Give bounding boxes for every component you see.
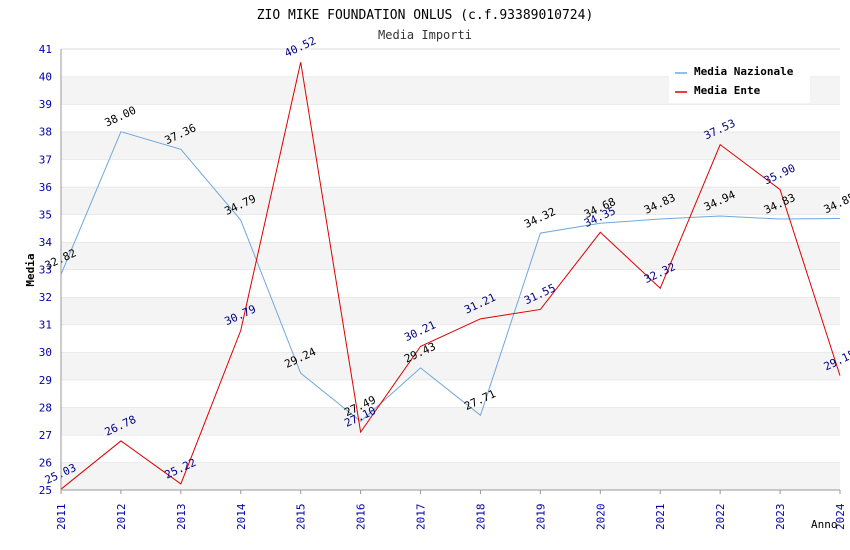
y-tick-label: 31 [39,319,52,332]
y-tick-label: 27 [39,429,52,442]
grid-band [61,434,840,463]
x-tick-label: 2023 [774,504,787,531]
x-tick-label: 2011 [55,504,68,531]
x-tick-label: 2012 [115,504,128,531]
grid-band [61,241,840,270]
grid-band [61,407,840,435]
y-tick-label: 28 [39,401,52,414]
legend-label-ente: Media Ente [694,84,761,97]
y-tick-label: 29 [39,374,52,387]
x-tick-label: 2014 [235,503,248,530]
grid-band [61,214,840,242]
y-tick-label: 36 [39,181,52,194]
y-tick-label: 32 [39,291,52,304]
series-line-media-ente [60,62,841,490]
x-tick-label: 2021 [654,504,667,531]
y-tick-label: 30 [39,346,52,359]
x-tick-label: 2022 [714,504,727,531]
x-tick-label: 2019 [534,504,547,531]
chart-subtitle: Media Importi [378,28,472,42]
x-tick-label: 2013 [175,504,188,531]
y-tick-label: 33 [39,264,52,277]
grid-band [61,269,840,298]
grid-band [61,159,840,187]
x-axis-label: Anno [811,518,838,531]
grid-band [61,352,840,380]
grid-band [61,297,840,325]
grid-bands [61,48,840,490]
grid-band [61,104,840,132]
grid-band [61,186,840,215]
legend-label-nazionale: Media Nazionale [694,65,794,78]
x-tick-label: 2024 [834,503,847,530]
y-axis-label: Media [24,253,37,286]
y-tick-label: 41 [39,43,52,56]
y-tick-label: 25 [39,484,52,497]
legend: Media Nazionale Media Ente [669,59,810,103]
grid-band [61,131,840,160]
series-line-media-nazionale [60,131,841,423]
x-tick-label: 2015 [295,504,308,531]
grid-band [61,462,840,490]
x-tick-label: 2017 [415,504,428,531]
y-tick-label: 38 [39,126,52,139]
y-tick-label: 40 [39,71,52,84]
grid-band [61,379,840,408]
y-tick-label: 34 [39,236,53,249]
grid-band [61,324,840,353]
x-tick-label: 2020 [594,504,607,531]
y-tick-label: 35 [39,208,52,221]
series-lines [60,62,841,490]
y-tick-label: 37 [39,153,52,166]
x-tick-label: 2016 [355,504,368,531]
y-tick-label: 39 [39,98,52,111]
x-tick-label: 2018 [474,504,487,531]
y-tick-label: 26 [39,456,52,469]
legend-box [669,59,810,103]
y-axis-ticks: 25 26 27 28 29 30 31 32 33 34 35 36 37 38 39 40 41 [39,43,53,497]
x-axis-ticks: 2011 2012 2013 2014 2015 2016 2017 2018 2019 2020… [55,490,847,530]
chart-title: ZIO MIKE FOUNDATION ONLUS (c.f.933890107… [257,8,594,23]
